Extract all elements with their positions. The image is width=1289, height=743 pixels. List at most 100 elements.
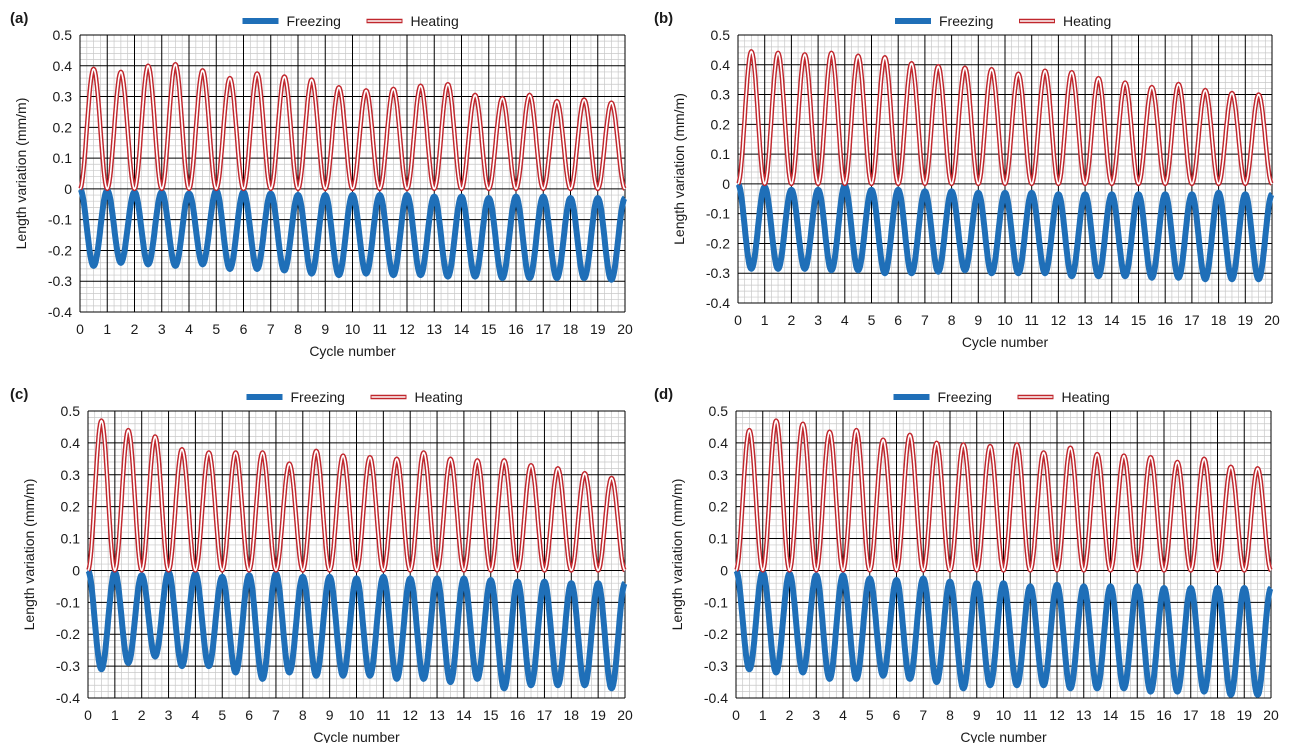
x-tick-label: 3 — [812, 707, 820, 723]
panel-label: (d) — [654, 386, 673, 403]
x-tick-label: 12 — [399, 321, 415, 337]
x-tick-label: 13 — [429, 707, 445, 723]
y-tick-label: -0.2 — [56, 626, 80, 642]
x-tick-label: 1 — [759, 707, 767, 723]
x-tick-label: 10 — [996, 707, 1012, 723]
x-tick-label: 8 — [948, 312, 956, 328]
x-tick-label: 2 — [786, 707, 794, 723]
chart-svg-d: (d)0.50.40.30.20.10-0.1-0.2-0.3-0.40 1 2 3 4… — [654, 386, 1279, 743]
x-tick-label: 19 — [590, 321, 606, 337]
x-tick-label: 20 — [1263, 707, 1279, 723]
x-tick-label: 14 — [454, 321, 470, 337]
x-tick-label: 13 — [1077, 312, 1093, 328]
x-tick-label: 17 — [537, 707, 553, 723]
x-tick-label: 7 — [272, 707, 280, 723]
panel-label: (a) — [10, 10, 28, 27]
legend-heating-label: Heating — [1063, 13, 1111, 29]
x-tick-label: 2 — [131, 321, 139, 337]
y-tick-label: 0.3 — [53, 89, 73, 105]
y-tick-label: -0.3 — [704, 658, 728, 674]
x-tick-label: 13 — [1076, 707, 1092, 723]
x-tick-label: 14 — [1104, 312, 1120, 328]
y-tick-label: -0.3 — [706, 265, 730, 281]
x-tick-label: 0 — [732, 707, 740, 723]
x-tick-label: 5 — [212, 321, 220, 337]
y-axis-label: Length variation (mm/m) — [21, 479, 37, 631]
x-tick-label: 1 — [761, 312, 769, 328]
y-tick-label: -0.1 — [48, 212, 72, 228]
x-tick-label: 18 — [1210, 707, 1226, 723]
legend-heating-label: Heating — [1062, 389, 1110, 405]
x-tick-label: 12 — [402, 707, 418, 723]
y-tick-label: -0.3 — [56, 658, 80, 674]
legend: Freezing Heating — [895, 13, 1111, 29]
x-tick-label: 16 — [508, 321, 524, 337]
chart-panel-b: (b) 0.5 0.4 0.3 0.2 0.1 0 -0.1 -0.2 -0.3 -0.4 0 1 2 3 4… — [644, 0, 1288, 378]
x-tick-label: 10 — [345, 321, 361, 337]
legend-freezing-label: Freezing — [291, 389, 345, 405]
heating-series-line-core — [87, 419, 626, 572]
y-tick-label: -0.4 — [56, 690, 80, 706]
x-axis-label: Cycle number — [309, 343, 396, 359]
legend: Freezing Heating — [246, 389, 463, 405]
x-tick-label: 20 — [617, 321, 633, 337]
x-tick-label: 2 — [138, 707, 146, 723]
x-tick-label: 3 — [814, 312, 822, 328]
y-tick-label: 0.4 — [709, 435, 729, 451]
x-tick-label: 2 — [788, 312, 796, 328]
x-tick-label: 17 — [1183, 707, 1199, 723]
y-tick-label: 0.2 — [711, 116, 731, 132]
y-tick-label: 0.1 — [709, 531, 729, 547]
x-axis-label: Cycle number — [962, 334, 1049, 350]
heating-series-line-core — [79, 63, 626, 190]
x-tick-label: 7 — [267, 321, 275, 337]
x-tick-label: 19 — [590, 707, 606, 723]
chart-svg-c: (c)0.50.40.30.20.10-0.1-0.2-0.3-0.40 1 2 3 4… — [10, 386, 633, 743]
panel-label: (b) — [654, 10, 673, 27]
y-tick-label: 0.2 — [61, 499, 81, 515]
y-tick-label: -0.2 — [704, 626, 728, 642]
x-tick-label: 14 — [1103, 707, 1119, 723]
x-tick-label: 12 — [1051, 312, 1067, 328]
heating-series-line-core — [735, 419, 1272, 572]
y-tick-label: -0.1 — [704, 594, 728, 610]
y-tick-label: 0.4 — [61, 435, 81, 451]
x-tick-label: 1 — [111, 707, 119, 723]
y-axis-label: Length variation (mm/m) — [669, 479, 685, 631]
x-tick-label: 11 — [1024, 312, 1039, 328]
y-tick-label: 0 — [720, 562, 728, 578]
x-tick-label: 15 — [481, 321, 497, 337]
y-tick-label: 0.2 — [709, 499, 729, 515]
x-tick-label: 7 — [921, 312, 929, 328]
x-tick-label: 0 — [76, 321, 84, 337]
x-tick-label: 8 — [946, 707, 954, 723]
y-tick-label: 0.5 — [709, 403, 729, 419]
x-tick-label: 5 — [866, 707, 874, 723]
y-tick-label: 0.1 — [61, 531, 81, 547]
x-tick-label: 3 — [165, 707, 173, 723]
x-tick-label: 9 — [326, 707, 334, 723]
heating-series-line-core — [737, 50, 1273, 185]
x-tick-label: 10 — [997, 312, 1013, 328]
y-tick-label: 0.5 — [61, 403, 81, 419]
x-tick-label: 4 — [839, 707, 847, 723]
y-tick-label: -0.4 — [706, 295, 730, 311]
y-tick-label: -0.1 — [56, 594, 80, 610]
x-tick-label: 0 — [84, 707, 92, 723]
freezing-series-line — [733, 568, 1274, 698]
panel-label: (c) — [10, 386, 28, 403]
y-tick-label: 0.4 — [711, 57, 731, 73]
chart-panel-a: (a) 0.5 0.4 0.3 0.2 0.1 0 -0.1 -0.2 -0.3 -0.4 0 1 2 3 4… — [0, 0, 644, 378]
x-tick-label: 11 — [376, 707, 391, 723]
y-tick-label: -0.1 — [706, 206, 730, 222]
y-tick-label: 0.5 — [711, 27, 731, 43]
x-tick-label: 8 — [299, 707, 307, 723]
y-tick-label: -0.4 — [48, 304, 72, 320]
x-tick-label: 4 — [841, 312, 849, 328]
legend-freezing-label: Freezing — [287, 13, 341, 29]
x-tick-label: 6 — [893, 707, 901, 723]
y-tick-label: -0.3 — [48, 273, 72, 289]
y-tick-label: -0.4 — [704, 690, 728, 706]
y-tick-label: 0.1 — [53, 150, 73, 166]
x-tick-label: 17 — [535, 321, 551, 337]
